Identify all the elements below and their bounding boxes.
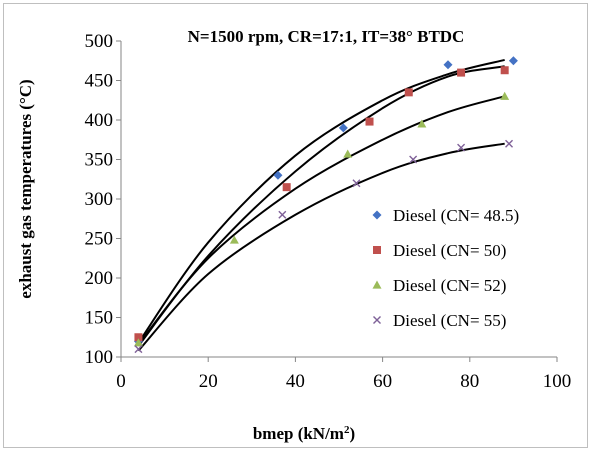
- y-tick-label: 200: [85, 268, 114, 289]
- legend-marker-series-4-stroke: [373, 316, 381, 324]
- data-point-series-3: [417, 119, 427, 128]
- chart-svg: 100 150 200 250 300 350 400 450 500 0 20 40 60 80 100 …: [16, 27, 572, 443]
- data-point-series-4-stroke: [505, 139, 514, 148]
- x-tick-label: 40: [286, 371, 305, 392]
- data-point-series-1: [338, 123, 348, 133]
- x-axis-label-end: ): [349, 424, 355, 443]
- x-axis-label-sup: 2: [344, 424, 350, 436]
- data-point-series-4: [278, 210, 287, 219]
- data-point-series-4-stroke: [352, 179, 361, 188]
- data-point-series-3: [500, 91, 510, 100]
- legend-label-series-1: Diesel (CN= 48.5): [393, 206, 519, 225]
- legend: Diesel (CN= 48.5) Diesel (CN= 50) Diesel (…: [372, 206, 519, 330]
- legend-marker-series-2: [373, 246, 381, 254]
- y-tick-label: 250: [85, 229, 114, 250]
- data-point-series-1: [443, 60, 453, 70]
- legend-label-series-3: Diesel (CN= 52): [393, 276, 506, 295]
- y-tick-label: 100: [85, 347, 114, 368]
- y-tick-label: 500: [85, 31, 114, 52]
- data-point-series-4: [457, 143, 466, 152]
- y-tick-label: 400: [85, 110, 114, 131]
- legend-marker-series-1: [372, 210, 382, 220]
- data-point-series-3: [229, 235, 239, 244]
- data-point-series-4: [352, 179, 361, 188]
- trendline-series-1: [137, 58, 505, 344]
- data-point-series-3: [133, 338, 143, 347]
- plot-area: 100 150 200 250 300 350 400 450 500 0 20 40 60 80 100: [85, 31, 572, 392]
- data-point-series-1: [508, 56, 518, 66]
- data-point-series-1: [273, 170, 283, 180]
- chart-frame: 100 150 200 250 300 350 400 450 500 0 20 40 60 80 100 …: [3, 3, 588, 448]
- legend-marker-series-4: [373, 316, 381, 324]
- y-tick-label: 300: [85, 189, 114, 210]
- x-axis-label: bmep (kN/m2): [253, 424, 355, 443]
- data-point-series-4-stroke: [409, 155, 418, 164]
- data-point-series-4: [505, 139, 514, 148]
- data-point-series-2: [404, 88, 413, 97]
- legend-label-series-4: Diesel (CN= 55): [393, 311, 506, 330]
- trendline-series-3: [137, 95, 505, 345]
- data-point-series-4-stroke: [278, 210, 287, 219]
- y-axis-label: exhaust gas temperatures (°C): [16, 79, 35, 298]
- data-point-series-4-stroke: [134, 345, 143, 354]
- x-tick-label: 20: [199, 371, 218, 392]
- data-point-series-2: [457, 68, 466, 77]
- data-point-series-3: [343, 149, 353, 158]
- data-point-series-4-stroke: [457, 143, 466, 152]
- x-tick-label: 60: [373, 371, 392, 392]
- data-point-series-2: [500, 66, 509, 75]
- data-point-series-2: [365, 117, 374, 126]
- x-axis-label-main: bmep (kN/m: [253, 424, 344, 443]
- legend-label-series-2: Diesel (CN= 50): [393, 241, 506, 260]
- y-tick-label: 350: [85, 150, 114, 171]
- y-tick-label: 450: [85, 71, 114, 92]
- y-tick-label: 150: [85, 308, 114, 329]
- x-tick-label: 100: [543, 371, 572, 392]
- data-point-series-2: [134, 333, 143, 342]
- chart-title: N=1500 rpm, CR=17:1, IT=38° BTDC: [188, 27, 465, 46]
- x-tick-label: 80: [460, 371, 479, 392]
- data-point-series-4: [409, 155, 418, 164]
- legend-marker-series-3: [372, 280, 382, 289]
- trendline-series-4: [137, 142, 505, 352]
- data-point-series-2: [282, 183, 291, 192]
- data-point-series-4: [134, 345, 143, 354]
- x-tick-label: 0: [116, 371, 126, 392]
